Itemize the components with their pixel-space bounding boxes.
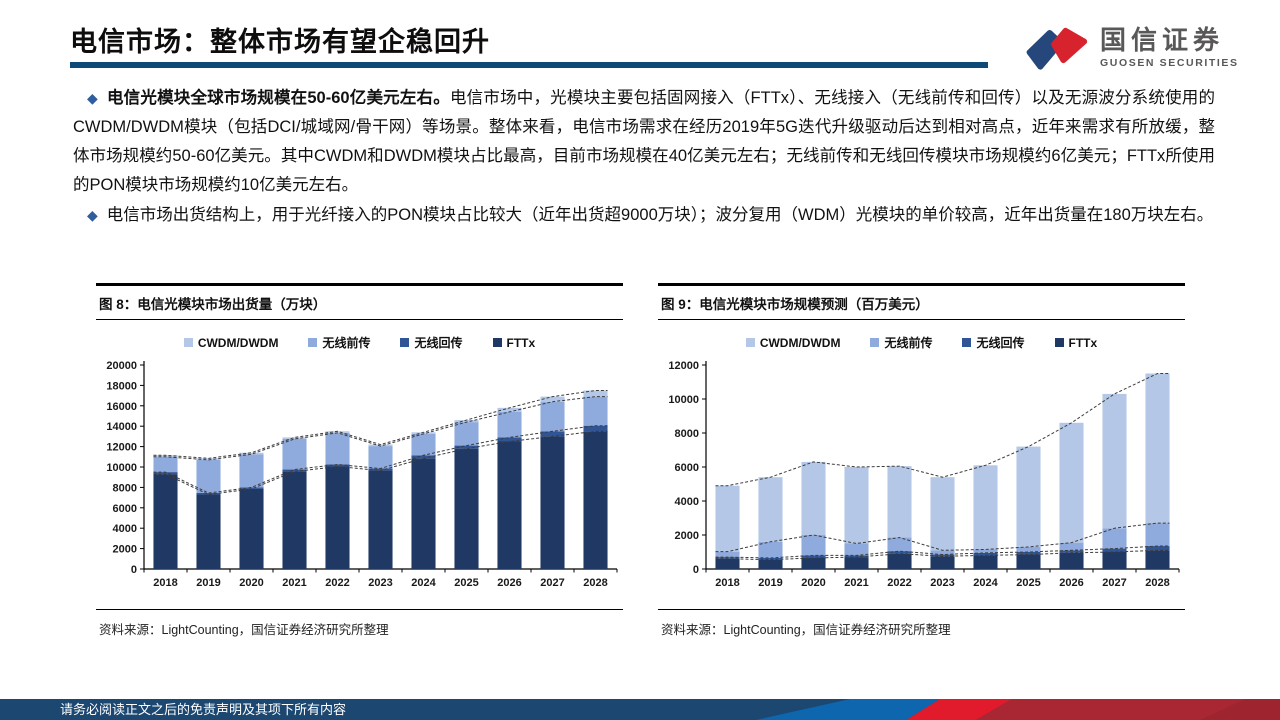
legend-swatch-icon — [745, 338, 755, 347]
legend-label: FTTx — [1068, 335, 1098, 350]
disclaimer-text: 请务必阅读正文之后的免责声明及其项下所有内容 — [60, 702, 347, 717]
legend-label: FTTx — [506, 335, 536, 350]
footer-bar: 请务必阅读正文之后的免责声明及其项下所有内容 — [0, 699, 1280, 720]
svg-text:2024: 2024 — [973, 577, 998, 589]
market-size-forecast-chart: 0 2000 4000 6000 8000 10000 12000 2018 2019 2020 2… — [668, 360, 1180, 589]
svg-text:2025: 2025 — [1016, 577, 1040, 589]
svg-text:18000: 18000 — [106, 380, 137, 392]
svg-text:0: 0 — [693, 564, 699, 576]
svg-text:10000: 10000 — [668, 394, 699, 406]
svg-text:6000: 6000 — [675, 462, 699, 474]
logo-english-name: GUOSEN SECURITIES — [1100, 57, 1239, 70]
footer-decoration — [0, 699, 1280, 720]
figures-row: 图 8：电信光模块市场出货量（万块） CWDM/DWDM 无线前传 无线回传 FTTx… — [96, 283, 1185, 638]
bullet-paragraph-1: ◆ 电信光模块全球市场规模在50-60亿美元左右。电信市场中，光模块主要包括固网接… — [73, 84, 1215, 200]
svg-text:6000: 6000 — [113, 503, 137, 515]
logo-chinese-name: 国信证券 — [1100, 25, 1225, 56]
svg-text:2000: 2000 — [113, 544, 137, 556]
figure-9-source: 资料来源：LightCounting，国信证券经济研究所整理 — [658, 609, 1185, 638]
svg-text:2026: 2026 — [1059, 577, 1083, 589]
svg-text:2028: 2028 — [1145, 577, 1169, 589]
svg-text:4000: 4000 — [113, 523, 137, 535]
legend-item: 无线前传 — [870, 334, 932, 351]
figure-8-legend: CWDM/DWDM 无线前传 无线回传 FTTx — [96, 334, 623, 351]
legend-swatch-icon — [183, 338, 193, 347]
svg-text:2026: 2026 — [497, 577, 521, 589]
figure-9-caption: 图 9：电信光模块市场规模预测（百万美元） — [658, 283, 1185, 320]
svg-text:14000: 14000 — [106, 421, 137, 433]
legend-item: 无线回传 — [962, 334, 1025, 351]
svg-text:20000: 20000 — [106, 360, 137, 372]
svg-text:2024: 2024 — [411, 577, 436, 589]
legend-label: 无线前传 — [322, 336, 371, 350]
legend-swatch-icon — [308, 338, 318, 347]
guosen-logo-text: 国信证券 GUOSEN SECURITIES — [1100, 27, 1239, 69]
svg-text:2019: 2019 — [758, 577, 782, 589]
title-underline-rule — [70, 62, 988, 68]
legend-item: FTTx — [1054, 335, 1098, 350]
svg-text:12000: 12000 — [106, 442, 137, 454]
svg-text:16000: 16000 — [106, 401, 137, 413]
figure-9: 图 9：电信光模块市场规模预测（百万美元） CWDM/DWDM 无线前传 无线回传 F… — [658, 283, 1185, 638]
svg-text:0: 0 — [131, 564, 137, 576]
guosen-logo-mark-icon — [1026, 27, 1088, 70]
page-title: 电信市场：整体市场有望企稳回升 — [70, 27, 490, 57]
svg-text:2025: 2025 — [454, 577, 478, 589]
bullet-paragraph-2: ◆ 电信市场出货结构上，用于光纤接入的PON模块占比较大（近年出货超9000万块）… — [73, 201, 1215, 230]
svg-text:2023: 2023 — [930, 577, 954, 589]
svg-text:8000: 8000 — [675, 428, 699, 440]
svg-text:2000: 2000 — [675, 530, 699, 542]
svg-text:2022: 2022 — [887, 577, 911, 589]
svg-text:4000: 4000 — [675, 496, 699, 508]
figure-8: 图 8：电信光模块市场出货量（万块） CWDM/DWDM 无线前传 无线回传 FTTx… — [96, 283, 623, 638]
svg-text:2028: 2028 — [583, 577, 607, 589]
svg-text:2021: 2021 — [844, 577, 868, 589]
legend-item: 无线回传 — [400, 334, 463, 351]
legend-item: 无线前传 — [308, 334, 370, 351]
svg-text:2018: 2018 — [153, 577, 177, 589]
legend-swatch-icon — [1054, 338, 1064, 347]
legend-swatch-icon — [400, 338, 410, 347]
bullet-2-text: 电信市场出货结构上，用于光纤接入的PON模块占比较大（近年出货超9000万块）；… — [106, 206, 1214, 224]
svg-text:8000: 8000 — [113, 482, 137, 494]
svg-text:2027: 2027 — [540, 577, 564, 589]
legend-label: 无线回传 — [414, 336, 463, 350]
legend-label: 无线回传 — [976, 336, 1025, 350]
legend-swatch-icon — [870, 338, 880, 347]
svg-text:2019: 2019 — [196, 577, 220, 589]
legend-item: CWDM/DWDM — [745, 335, 841, 350]
svg-text:2023: 2023 — [368, 577, 392, 589]
bullet-1-text: 电信市场中，光模块主要包括固网接入（FTTx）、无线接入（无线前传和回传）以及无… — [73, 89, 1215, 194]
shipment-volume-chart: 0 2000 4000 6000 8000 10000 12000 14000 16000 180… — [106, 360, 618, 589]
figure-8-source: 资料来源：LightCounting，国信证券经济研究所整理 — [96, 609, 623, 638]
body-text: ◆ 电信光模块全球市场规模在50-60亿美元左右。电信市场中，光模块主要包括固网接… — [73, 84, 1215, 231]
diamond-bullet-icon: ◆ — [87, 207, 98, 223]
guosen-logo: 国信证券 GUOSEN SECURITIES — [1018, 22, 1239, 74]
svg-text:10000: 10000 — [106, 462, 137, 474]
svg-text:2022: 2022 — [325, 577, 349, 589]
legend-swatch-icon — [962, 338, 972, 347]
legend-label: CWDM/DWDM — [759, 335, 841, 350]
svg-text:2027: 2027 — [1102, 577, 1126, 589]
legend-label: CWDM/DWDM — [197, 335, 279, 350]
svg-text:2018: 2018 — [715, 577, 739, 589]
legend-label: 无线前传 — [884, 336, 933, 350]
svg-text:12000: 12000 — [668, 360, 699, 372]
svg-text:2020: 2020 — [239, 577, 263, 589]
bullet-1-lead: 电信光模块全球市场规模在50-60亿美元左右。 — [106, 89, 450, 107]
figure-9-legend: CWDM/DWDM 无线前传 无线回传 FTTx — [658, 334, 1185, 351]
legend-item: FTTx — [492, 335, 536, 350]
diamond-bullet-icon: ◆ — [87, 90, 98, 106]
svg-text:2020: 2020 — [801, 577, 825, 589]
legend-swatch-icon — [492, 338, 502, 347]
svg-text:2021: 2021 — [282, 577, 306, 589]
legend-item: CWDM/DWDM — [183, 335, 279, 350]
figure-8-caption: 图 8：电信光模块市场出货量（万块） — [96, 283, 623, 320]
